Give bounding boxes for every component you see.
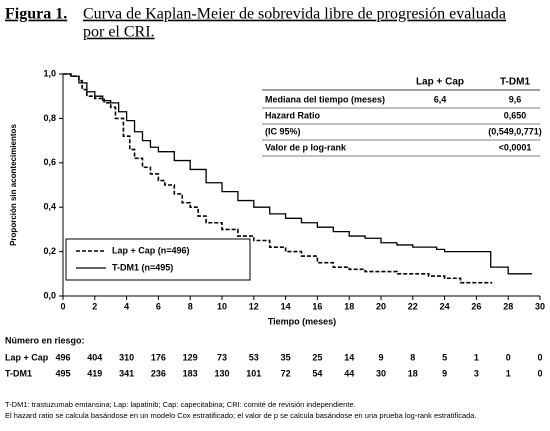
at-risk-title: Número en riesgo: xyxy=(5,335,85,345)
x-tick-label: 16 xyxy=(312,301,322,311)
x-tick-label: 4 xyxy=(124,301,129,311)
at-risk-value: 130 xyxy=(214,368,229,378)
at-risk-value: 73 xyxy=(217,352,227,362)
at-risk-value: 18 xyxy=(408,368,418,378)
at-risk-value: 30 xyxy=(376,368,386,378)
x-tick-label: 8 xyxy=(188,301,193,311)
at-risk-value: 25 xyxy=(312,352,322,362)
at-risk-value: 419 xyxy=(87,368,102,378)
at-risk-value: 35 xyxy=(281,352,291,362)
at-risk-value: 341 xyxy=(119,368,134,378)
at-risk-value: 1 xyxy=(474,352,479,362)
y-axis-label: Proporción sin acontecimientos xyxy=(9,124,18,246)
at-risk-value: 404 xyxy=(87,352,102,362)
at-risk-value: 8 xyxy=(410,352,415,362)
y-tick-label: 0,2 xyxy=(43,246,56,256)
table-row-label: Valor de p log-rank xyxy=(265,142,347,152)
at-risk-value: 310 xyxy=(119,352,134,362)
at-risk-value: 101 xyxy=(246,368,261,378)
table-header: Lap + Cap xyxy=(416,77,464,88)
x-tick-label: 26 xyxy=(471,301,481,311)
x-tick-label: 30 xyxy=(535,301,545,311)
at-risk-value: 0 xyxy=(537,368,542,378)
at-risk-value: 54 xyxy=(312,368,322,378)
y-tick-label: 1,0 xyxy=(43,68,56,78)
chart-title: Curva de Kaplan-Meier de sobrevida libre… xyxy=(83,6,506,23)
table-row-label: Hazard Ratio xyxy=(265,110,321,120)
table-cell: 6,4 xyxy=(434,94,447,104)
table-header: T-DM1 xyxy=(500,77,530,88)
at-risk-value: 44 xyxy=(344,368,354,378)
at-risk-name: Lap + Cap xyxy=(5,352,49,362)
table-cell: (0,549,0,771) xyxy=(488,126,542,136)
x-tick-label: 10 xyxy=(217,301,227,311)
legend-box xyxy=(65,238,251,281)
at-risk-value: 183 xyxy=(183,368,198,378)
at-risk-value: 1 xyxy=(506,368,511,378)
legend-label: T-DM1 (n=495) xyxy=(112,262,173,272)
at-risk-value: 129 xyxy=(183,352,198,362)
footnote: T-DM1: trastuzumab emtansina; Lap: lapat… xyxy=(5,400,356,409)
x-tick-label: 14 xyxy=(281,301,291,311)
at-risk-value: 236 xyxy=(151,368,166,378)
figure-label: Figura 1. xyxy=(5,6,67,23)
at-risk-value: 0 xyxy=(506,352,511,362)
x-tick-label: 6 xyxy=(156,301,161,311)
at-risk-value: 9 xyxy=(442,368,447,378)
x-tick-label: 2 xyxy=(92,301,97,311)
x-tick-label: 0 xyxy=(60,301,65,311)
y-tick-label: 0,4 xyxy=(43,202,56,212)
y-tick-label: 0,6 xyxy=(43,157,56,167)
table-cell: 9,6 xyxy=(509,94,522,104)
at-risk-value: 9 xyxy=(378,352,383,362)
y-tick-label: 0,8 xyxy=(43,113,56,123)
table-cell: 0,650 xyxy=(504,110,527,120)
table-cell: <0,0001 xyxy=(499,142,532,152)
x-tick-label: 20 xyxy=(376,301,386,311)
x-axis-label: Tiempo (meses) xyxy=(268,316,336,326)
at-risk-value: 53 xyxy=(249,352,259,362)
chart-title: por el CRI. xyxy=(83,24,155,41)
at-risk-value: 14 xyxy=(344,352,354,362)
table-row-label: Mediana del tiempo (meses) xyxy=(265,94,385,104)
at-risk-value: 495 xyxy=(55,368,70,378)
y-tick-label: 0,0 xyxy=(43,290,56,300)
at-risk-value: 5 xyxy=(442,352,447,362)
at-risk-value: 3 xyxy=(474,368,479,378)
x-tick-label: 24 xyxy=(440,301,450,311)
x-tick-label: 18 xyxy=(344,301,354,311)
legend-label: Lap + Cap (n=496) xyxy=(112,245,190,255)
x-tick-label: 22 xyxy=(408,301,418,311)
x-tick-label: 12 xyxy=(249,301,259,311)
at-risk-value: 72 xyxy=(281,368,291,378)
table-row-label: (IC 95%) xyxy=(265,126,301,136)
at-risk-value: 0 xyxy=(537,352,542,362)
at-risk-name: T-DM1 xyxy=(5,368,32,378)
km-curve xyxy=(63,73,533,275)
at-risk-value: 496 xyxy=(55,352,70,362)
x-tick-label: 28 xyxy=(503,301,513,311)
at-risk-value: 176 xyxy=(151,352,166,362)
footnote: El hazard ratio se calcula basándose en … xyxy=(5,411,477,420)
